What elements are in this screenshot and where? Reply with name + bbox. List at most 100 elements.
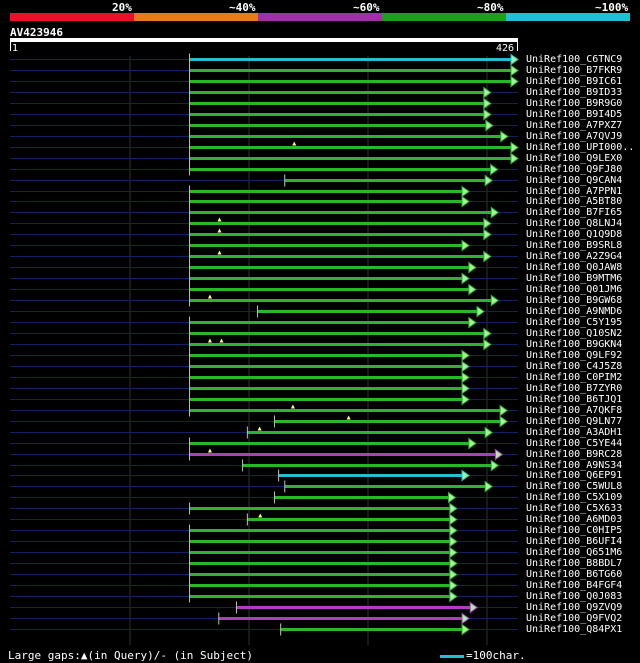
- hit-label[interactable]: UniRef100_A7PXZ7: [526, 119, 623, 131]
- hit-label[interactable]: UniRef100_C5WUL8: [526, 480, 623, 492]
- gap-legend-text: Large gaps:▲(in Query)/- (in Subject): [8, 649, 254, 662]
- query-start-tick: [10, 42, 11, 51]
- hit-label[interactable]: UniRef100_C5Y195: [526, 316, 623, 328]
- hit-label[interactable]: UniRef100_B6TJQ1: [526, 393, 623, 405]
- scale-label: ~40%: [229, 1, 256, 14]
- hit-end-arrow: [461, 360, 470, 373]
- hit-label[interactable]: UniRef100_Q1Q9D8: [526, 228, 623, 240]
- scale-label: ~60%: [353, 1, 380, 14]
- gap-marker: [346, 415, 351, 420]
- gap-marker: [257, 426, 262, 431]
- hit-label[interactable]: UniRef100_B4FGF4: [526, 579, 623, 591]
- hit-end-arrow: [461, 393, 470, 406]
- hit-label[interactable]: UniRef100_C5X633: [526, 502, 623, 514]
- hit-label[interactable]: UniRef100_Q0JAW8: [526, 261, 623, 273]
- hit-label[interactable]: UniRef100_Q9FVQ2: [526, 612, 623, 624]
- hit-label[interactable]: UniRef100_B9SRL8: [526, 239, 623, 251]
- gap-marker: [290, 404, 295, 409]
- hit-label[interactable]: UniRef100_Q9FJ80: [526, 163, 623, 175]
- scale-legend-unit: =100char.: [466, 649, 526, 662]
- hit-label[interactable]: UniRef100_A3ADH1: [526, 426, 623, 438]
- hit-end-arrow: [449, 513, 458, 526]
- hit-end-arrow: [483, 327, 492, 340]
- hit-label[interactable]: UniRef100_C6TNC9: [526, 53, 623, 65]
- scale-segment: [10, 13, 134, 21]
- hit-label[interactable]: UniRef100_B9RC28: [526, 448, 623, 460]
- hit-label[interactable]: UniRef100_B9IC61: [526, 75, 623, 87]
- hit-label[interactable]: UniRef100_B8BDL7: [526, 557, 623, 569]
- hit-label[interactable]: UniRef100_A7QVJ9: [526, 130, 623, 142]
- hit-label[interactable]: UniRef100_Q9LEX0: [526, 152, 623, 164]
- scale-label: 20%: [112, 1, 132, 14]
- hit-end-arrow: [461, 623, 470, 636]
- scale-segment: [382, 13, 506, 21]
- hit-end-arrow: [510, 141, 519, 154]
- hit-end-arrow: [494, 448, 504, 461]
- hit-label[interactable]: UniRef100_C0HIP5: [526, 524, 623, 536]
- hit-label[interactable]: UniRef100_Q9LF92: [526, 349, 623, 361]
- hit-label[interactable]: UniRef100_Q10SN2: [526, 327, 623, 339]
- hit-end-arrow: [449, 546, 458, 559]
- hit-end-arrow: [461, 239, 470, 252]
- hit-label[interactable]: UniRef100_B9R9G0: [526, 97, 623, 109]
- hit-end-arrow: [449, 568, 458, 581]
- hit-end-arrow: [449, 579, 458, 592]
- hit-label[interactable]: UniRef100_B7ZYR0: [526, 382, 623, 394]
- hit-end-arrow: [483, 86, 492, 99]
- hit-end-arrow: [449, 502, 458, 515]
- hit-label[interactable]: UniRef100_B6TG60: [526, 568, 623, 580]
- hit-label[interactable]: UniRef100_UPI000..: [526, 141, 635, 153]
- hit-label[interactable]: UniRef100_A7QKF8: [526, 404, 623, 416]
- hit-label[interactable]: UniRef100_Q9CAN4: [526, 174, 623, 186]
- query-start-label: 1: [12, 43, 19, 54]
- hit-label[interactable]: UniRef100_B9I4D5: [526, 108, 623, 120]
- hit-label[interactable]: UniRef100_Q651M6: [526, 546, 623, 558]
- hit-end-arrow: [449, 590, 458, 603]
- hit-label[interactable]: UniRef100_B9GW68: [526, 294, 623, 306]
- hit-end-arrow: [468, 316, 477, 329]
- hit-end-arrow: [484, 426, 494, 439]
- hit-label[interactable]: UniRef100_A7PPN1: [526, 185, 623, 197]
- hit-label[interactable]: UniRef100_B7FI65: [526, 206, 623, 218]
- hit-end-arrow: [499, 415, 508, 428]
- hit-label[interactable]: UniRef100_A2Z9G4: [526, 250, 623, 262]
- hit-label[interactable]: UniRef100_C0PIM2: [526, 371, 623, 383]
- hit-end-arrow: [468, 437, 477, 450]
- hit-end-arrow: [510, 64, 519, 77]
- hit-label[interactable]: UniRef100_Q9ZVQ9: [526, 601, 623, 613]
- hit-end-arrow: [461, 371, 470, 384]
- hit-end-arrow: [447, 491, 457, 504]
- hit-end-arrow: [500, 130, 509, 143]
- hit-end-arrow: [449, 557, 458, 570]
- gap-marker: [219, 338, 224, 343]
- hit-label[interactable]: UniRef100_A5BT80: [526, 195, 623, 207]
- hit-label[interactable]: UniRef100_C4J5Z8: [526, 360, 623, 372]
- hit-end-arrow: [484, 174, 494, 187]
- scale-label: ~100%: [595, 1, 629, 14]
- hit-label[interactable]: UniRef100_Q84PX1: [526, 623, 623, 635]
- identity-scale: 20% ~40% ~60% ~80% ~100%: [10, 0, 630, 22]
- hit-label[interactable]: UniRef100_B9MTM6: [526, 272, 623, 284]
- hit-end-arrow: [461, 382, 470, 395]
- hit-label[interactable]: UniRef100_B9ID33: [526, 86, 623, 98]
- hit-label[interactable]: UniRef100_Q01JM6: [526, 283, 623, 295]
- hit-end-arrow: [510, 75, 519, 88]
- hit-label[interactable]: UniRef100_B9GKN4: [526, 338, 623, 350]
- hit-label[interactable]: UniRef100_C5X109: [526, 491, 623, 503]
- hit-label[interactable]: UniRef100_A9NS34: [526, 459, 623, 471]
- scale-label: ~80%: [477, 1, 504, 14]
- hit-label[interactable]: UniRef100_A6MD03: [526, 513, 623, 525]
- footer-legend: Large gaps:▲(in Query)/- (in Subject) =1…: [8, 649, 638, 662]
- hit-label[interactable]: UniRef100_C5YE44: [526, 437, 623, 449]
- hit-label[interactable]: UniRef100_A9NMD6: [526, 305, 623, 317]
- hit-end-arrow: [476, 305, 485, 318]
- hit-label[interactable]: UniRef100_Q6EP91: [526, 469, 623, 481]
- hit-label[interactable]: UniRef100_Q0J083: [526, 590, 623, 602]
- hit-label[interactable]: UniRef100_Q8LNJ4: [526, 217, 623, 229]
- hit-label[interactable]: UniRef100_B7FKR9: [526, 64, 623, 76]
- scale-segment: [506, 13, 630, 21]
- hit-label[interactable]: UniRef100_Q9LN77: [526, 415, 623, 427]
- gap-marker: [207, 294, 212, 299]
- hit-label[interactable]: UniRef100_B6UFI4: [526, 535, 623, 547]
